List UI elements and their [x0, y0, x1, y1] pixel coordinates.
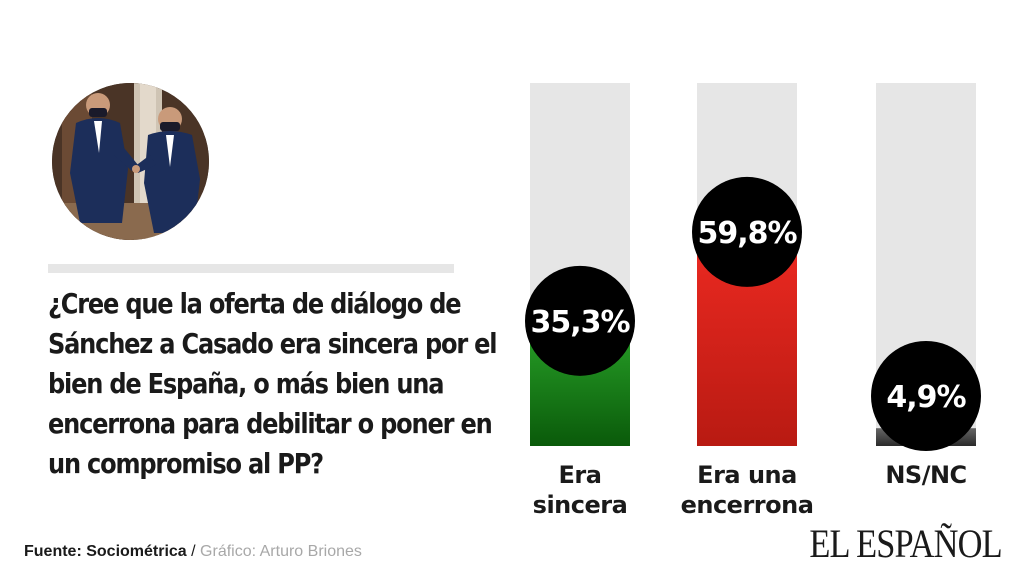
value-bubble	[871, 341, 981, 451]
brand-logo: EL ESPAÑOL	[809, 521, 1003, 566]
value-bubble	[692, 176, 802, 287]
category-label: Era una encerrona	[680, 461, 814, 519]
category-label: Era sincera	[532, 461, 628, 519]
source-credit: Fuente: Sociométrica / Gráfico: Arturo B…	[24, 543, 362, 561]
graphic-credit: Gráfico: Arturo Briones	[200, 543, 362, 560]
data-label: 59,8%	[697, 216, 797, 251]
category-label: NS/NC	[885, 461, 967, 489]
politicians-photo	[52, 83, 209, 240]
survey-question: ¿Cree que la oferta de diálogo de Sánche…	[48, 287, 498, 480]
source-label: Fuente: Sociométrica	[24, 543, 187, 560]
data-label: 4,9%	[886, 380, 966, 415]
divider-bar	[48, 264, 454, 273]
data-label: 35,3%	[530, 305, 630, 340]
source-separator: /	[186, 543, 201, 560]
value-bubble	[525, 265, 635, 376]
